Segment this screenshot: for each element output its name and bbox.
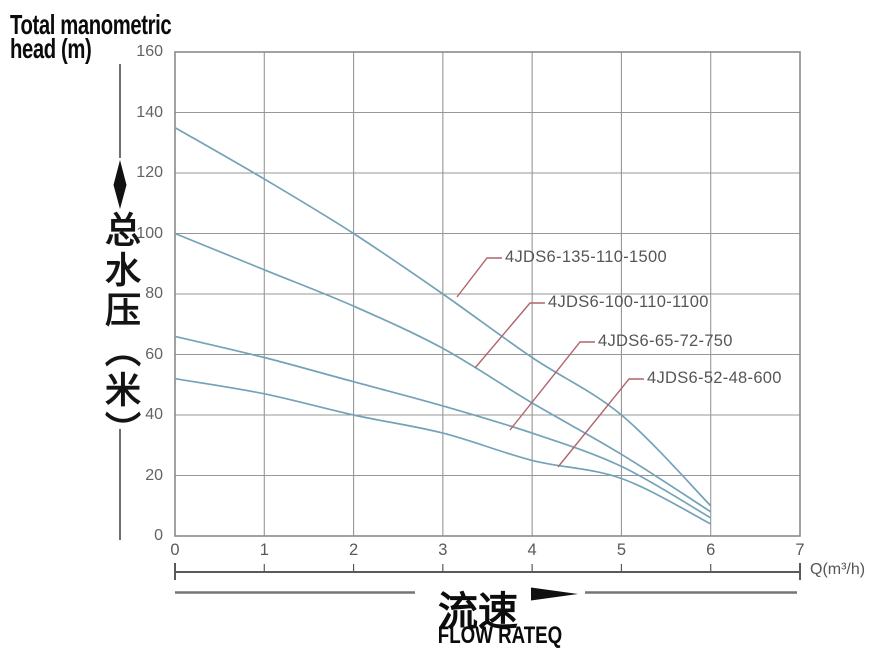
plot-border	[174, 51, 801, 537]
x-tick-label: 7	[795, 541, 805, 559]
x-tick-label: 6	[706, 541, 716, 559]
pump-curve	[174, 335, 712, 519]
y-tick-label: 100	[136, 224, 163, 242]
y-tick-label: 140	[136, 103, 163, 121]
chart-title-line1: Total manometric	[10, 8, 172, 41]
leader-line	[456, 257, 502, 298]
y-tick-label: 40	[145, 406, 163, 423]
x-tick-label: 3	[438, 541, 448, 559]
x-tick-label: 4	[527, 541, 537, 559]
x-axis-cjk-label: 流速	[438, 590, 518, 634]
x-axis-unit-label: Q(m³/h)	[810, 561, 866, 578]
x-tick-label: 1	[259, 541, 269, 559]
y-tick-label: 120	[136, 164, 163, 181]
y-tick-label: 60	[145, 345, 163, 363]
leader-line	[474, 302, 545, 369]
x-tick-label: 2	[348, 541, 359, 559]
pump-curve	[174, 377, 712, 525]
y-axis-cjk-label: 总水压（米）	[100, 211, 141, 451]
y-axis-arrow-icon	[113, 160, 127, 209]
pump-curve	[174, 232, 712, 513]
y-tick-label: 80	[145, 285, 163, 302]
leader-line	[557, 378, 644, 468]
curve-label: 4JDS6-100-110-1100	[548, 293, 709, 311]
x-tick-label: 0	[170, 541, 180, 559]
pump-curve	[174, 126, 712, 507]
y-tick-label: 0	[154, 527, 163, 544]
y-tick-label: 20	[145, 466, 163, 484]
x-tick-label: 5	[616, 541, 627, 559]
flow-direction-arrow-icon	[531, 587, 578, 601]
x-axis-en-label: FLOW RATEQ	[437, 622, 563, 649]
curve-label: 4JDS6-65-72-750	[598, 332, 733, 350]
chart-title-line2: head (m)	[10, 32, 92, 65]
y-tick-label: 160	[136, 43, 163, 60]
chart-title: Total manometric head (m)	[10, 8, 172, 65]
curve-label: 4JDS6-135-110-1500	[505, 248, 667, 266]
curve-label: 4JDS6-52-48-600	[647, 369, 782, 387]
leader-line	[509, 341, 595, 431]
